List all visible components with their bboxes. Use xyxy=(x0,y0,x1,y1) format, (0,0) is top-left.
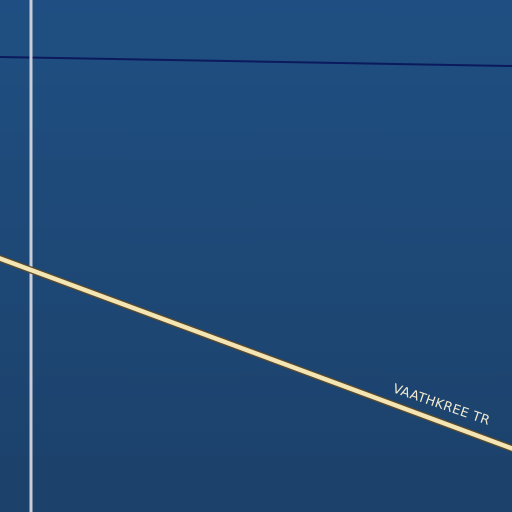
boundary-line[interactable] xyxy=(0,56,512,67)
major-road-vaathkree-tr[interactable] xyxy=(0,254,512,453)
major-road-fill xyxy=(0,256,512,451)
